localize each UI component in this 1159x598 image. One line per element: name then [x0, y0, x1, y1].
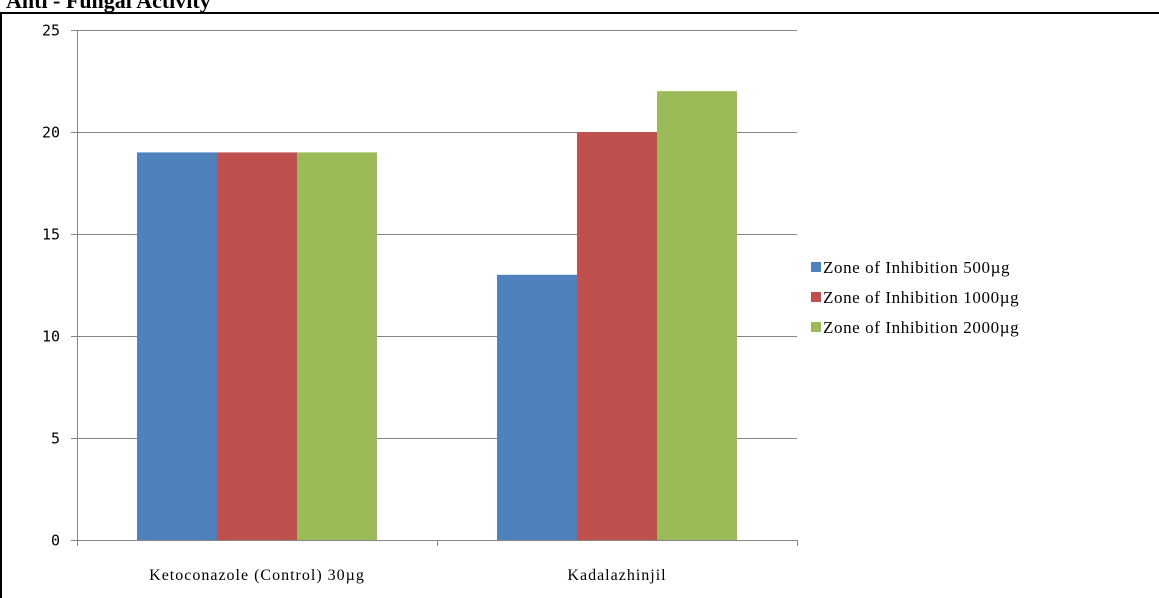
chart-frame: [0, 12, 1159, 598]
bar: [137, 152, 217, 540]
bar: [217, 152, 297, 540]
legend-swatch: [811, 322, 821, 332]
bar: [657, 91, 737, 540]
bar: [577, 132, 657, 540]
axes: [71, 30, 798, 546]
bars: [137, 91, 737, 540]
chart-heading: Anti - Fungal Activity: [6, 0, 211, 13]
y-tick-labels: 0 5 10 15 20 25: [42, 22, 60, 550]
bar: [297, 152, 377, 540]
x-category-labels: Ketoconazole (Control) 30µg Kadalazhinjil: [149, 567, 666, 584]
y-tick-label: 25: [42, 22, 60, 40]
legend: Zone of Inhibition 500µg Zone of Inhibiti…: [811, 258, 1019, 337]
y-tick-label: 20: [42, 124, 60, 142]
legend-swatch: [811, 262, 821, 272]
y-tick-label: 5: [51, 430, 60, 448]
bar: [497, 274, 577, 540]
legend-swatch: [811, 292, 821, 302]
x-category-label: Ketoconazole (Control) 30µg: [149, 567, 365, 584]
legend-label: Zone of Inhibition 2000µg: [823, 318, 1019, 337]
y-tick-label: 10: [42, 328, 60, 346]
x-category-label: Kadalazhinjil: [567, 567, 666, 584]
y-tick-label: 15: [42, 226, 60, 244]
legend-label: Zone of Inhibition 1000µg: [823, 288, 1019, 307]
legend-label: Zone of Inhibition 500µg: [823, 258, 1010, 277]
y-tick-label: 0: [51, 532, 60, 550]
